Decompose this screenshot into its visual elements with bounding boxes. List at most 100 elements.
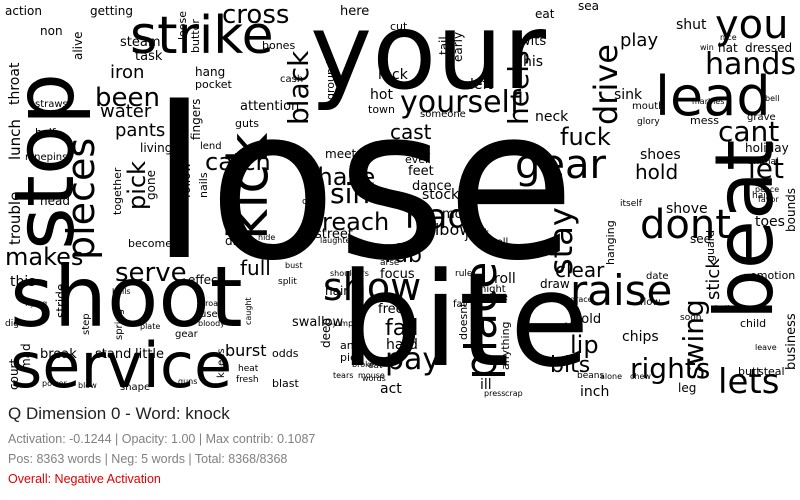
- cloud-word: anything: [499, 321, 512, 370]
- cloud-word: dust: [402, 143, 431, 158]
- cloud-word: rub: [385, 243, 422, 268]
- cloud-word: shut: [676, 17, 707, 33]
- cloud-word: hair: [325, 284, 349, 298]
- cloud-word: sin: [330, 177, 371, 210]
- cloud-word: throat: [7, 62, 23, 105]
- cloud-word: soon: [680, 313, 702, 323]
- cloud-word: caught: [244, 297, 253, 325]
- cloud-word: ill: [480, 377, 492, 393]
- cloud-word: cant: [718, 115, 780, 148]
- cloud-word: dressed: [745, 41, 793, 55]
- cloud-word: peace: [755, 185, 780, 194]
- cloud-word: pie: [340, 351, 357, 364]
- cloud-word: task: [135, 49, 163, 64]
- cloud-word: spring: [114, 308, 125, 340]
- cloud-word: cross: [222, 0, 290, 30]
- cloud-word: stick: [703, 258, 724, 300]
- cloud-word: street: [315, 227, 354, 242]
- cloud-word: crap: [505, 389, 523, 398]
- cloud-word: hide: [258, 233, 276, 242]
- cloud-word: pay: [385, 342, 441, 377]
- cloud-word: balls: [112, 287, 131, 296]
- cloud-word: attention: [240, 99, 300, 114]
- cloud-word: pants: [115, 120, 166, 141]
- cloud-word: clear: [555, 258, 605, 282]
- cloud-word: bite: [340, 244, 590, 396]
- cloud-word: mode: [442, 207, 479, 222]
- cloud-word: broke: [352, 360, 375, 369]
- cloud-word: pocket: [195, 78, 232, 91]
- cloud-word: deep: [319, 318, 333, 348]
- cloud-word: stride: [54, 283, 68, 318]
- cloud-word: hat: [718, 41, 738, 55]
- cloud-word: alive: [71, 31, 85, 60]
- cloud-word: hold: [635, 160, 679, 184]
- cloud-word: his: [523, 54, 544, 70]
- cloud-word: earth: [543, 321, 578, 336]
- cloud-word: grave: [747, 112, 776, 123]
- cloud-word: guard: [704, 229, 717, 262]
- cloud-word: emotion: [750, 269, 796, 282]
- cloud-word: shoes: [640, 147, 681, 163]
- cloud-word: mess: [690, 114, 719, 127]
- cloud-word: flow: [640, 297, 661, 308]
- cloud-word: yourself: [400, 85, 521, 120]
- cloud-word: hail: [752, 191, 769, 201]
- cloud-word: together: [111, 167, 124, 215]
- cloud-word: split: [278, 277, 297, 287]
- cloud-word: shell: [485, 237, 509, 248]
- cloud-word: tail: [437, 36, 451, 55]
- cloud-word: this: [10, 274, 36, 290]
- cloud-word: become: [128, 237, 173, 250]
- cloud-word: glory: [637, 117, 660, 127]
- cloud-word: dig: [5, 319, 19, 329]
- cloud-word: living: [140, 141, 173, 155]
- word-cloud: lose bite your shoot service stop beat strike le…: [0, 0, 800, 400]
- overall-activation: Overall: Negative Activation: [8, 472, 161, 486]
- cloud-word: shoot: [10, 248, 243, 346]
- info-panel: Q Dimension 0 - Word: knock Activation: …: [8, 404, 792, 486]
- cloud-word: swing: [677, 299, 710, 380]
- cloud-word: cake: [302, 197, 323, 207]
- cloud-word: mouth: [632, 101, 665, 112]
- cloud-word: see: [690, 232, 712, 246]
- cloud-word: animal: [748, 157, 779, 167]
- cloud-word: alone: [600, 372, 623, 381]
- cloud-word: flying: [25, 299, 48, 308]
- cloud-word: butter: [189, 19, 202, 53]
- cloud-word: little: [135, 347, 165, 362]
- cloud-word: broad: [200, 299, 224, 308]
- cloud-word: rock: [378, 67, 408, 83]
- cloud-word: ninepins: [25, 152, 68, 163]
- cloud-word: gone: [144, 170, 158, 200]
- cloud-word: guts: [235, 117, 259, 130]
- cloud-word: jump: [333, 319, 354, 328]
- cloud-word: goose: [478, 292, 508, 303]
- cloud-word: hot: [370, 87, 393, 103]
- cloud-word: lose: [150, 62, 576, 307]
- cloud-word: effect: [188, 273, 223, 287]
- cloud-word: bell: [765, 94, 780, 103]
- cloud-word: power: [42, 379, 67, 388]
- cloud-word: date: [646, 271, 669, 282]
- cloud-word: itself: [620, 199, 642, 209]
- cloud-word: holiday: [745, 141, 789, 155]
- cloud-word: loose: [176, 10, 189, 40]
- cloud-word: meet: [325, 147, 357, 161]
- cloud-word: fresh: [236, 375, 259, 385]
- cloud-word: feet: [408, 164, 434, 179]
- cloud-word: mouse: [358, 371, 385, 380]
- cloud-word: nails: [197, 172, 210, 198]
- cloud-word: rights: [630, 352, 711, 385]
- cloud-word: reach: [322, 208, 390, 236]
- cloud-word: elbow: [425, 220, 473, 239]
- cloud-word: an: [340, 339, 354, 352]
- cloud-word: play: [620, 30, 659, 51]
- cloud-word: let: [748, 152, 784, 185]
- cloud-word: got: [258, 243, 272, 252]
- cloud-word: steam: [120, 35, 161, 50]
- cloud-word: sink: [614, 87, 643, 103]
- cloud-word: serve: [115, 258, 187, 288]
- cloud-word: bounds: [784, 187, 798, 232]
- cloud-word: full: [240, 256, 271, 280]
